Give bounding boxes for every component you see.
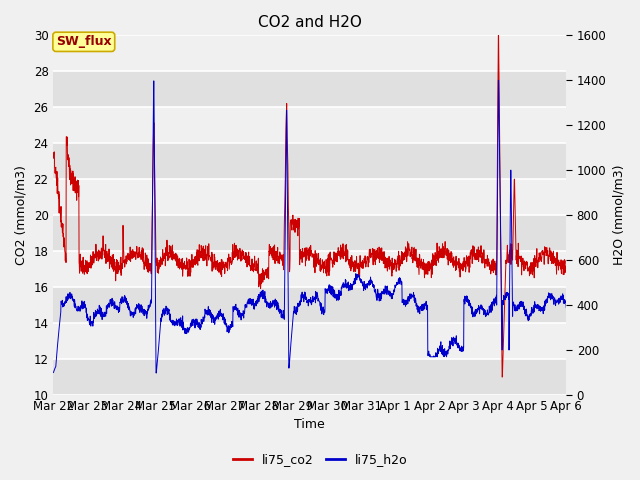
Legend: li75_co2, li75_h2o: li75_co2, li75_h2o (228, 448, 412, 471)
Title: CO2 and H2O: CO2 and H2O (258, 15, 362, 30)
Bar (53, 287, 566, 323)
Bar (53, 143, 566, 179)
Bar (53, 215, 566, 251)
Text: SW_flux: SW_flux (56, 36, 111, 48)
Y-axis label: H2O (mmol/m3): H2O (mmol/m3) (612, 165, 625, 265)
Bar (53, 359, 566, 395)
Y-axis label: CO2 (mmol/m3): CO2 (mmol/m3) (15, 165, 28, 265)
X-axis label: Time: Time (294, 419, 325, 432)
Bar (53, 72, 566, 107)
